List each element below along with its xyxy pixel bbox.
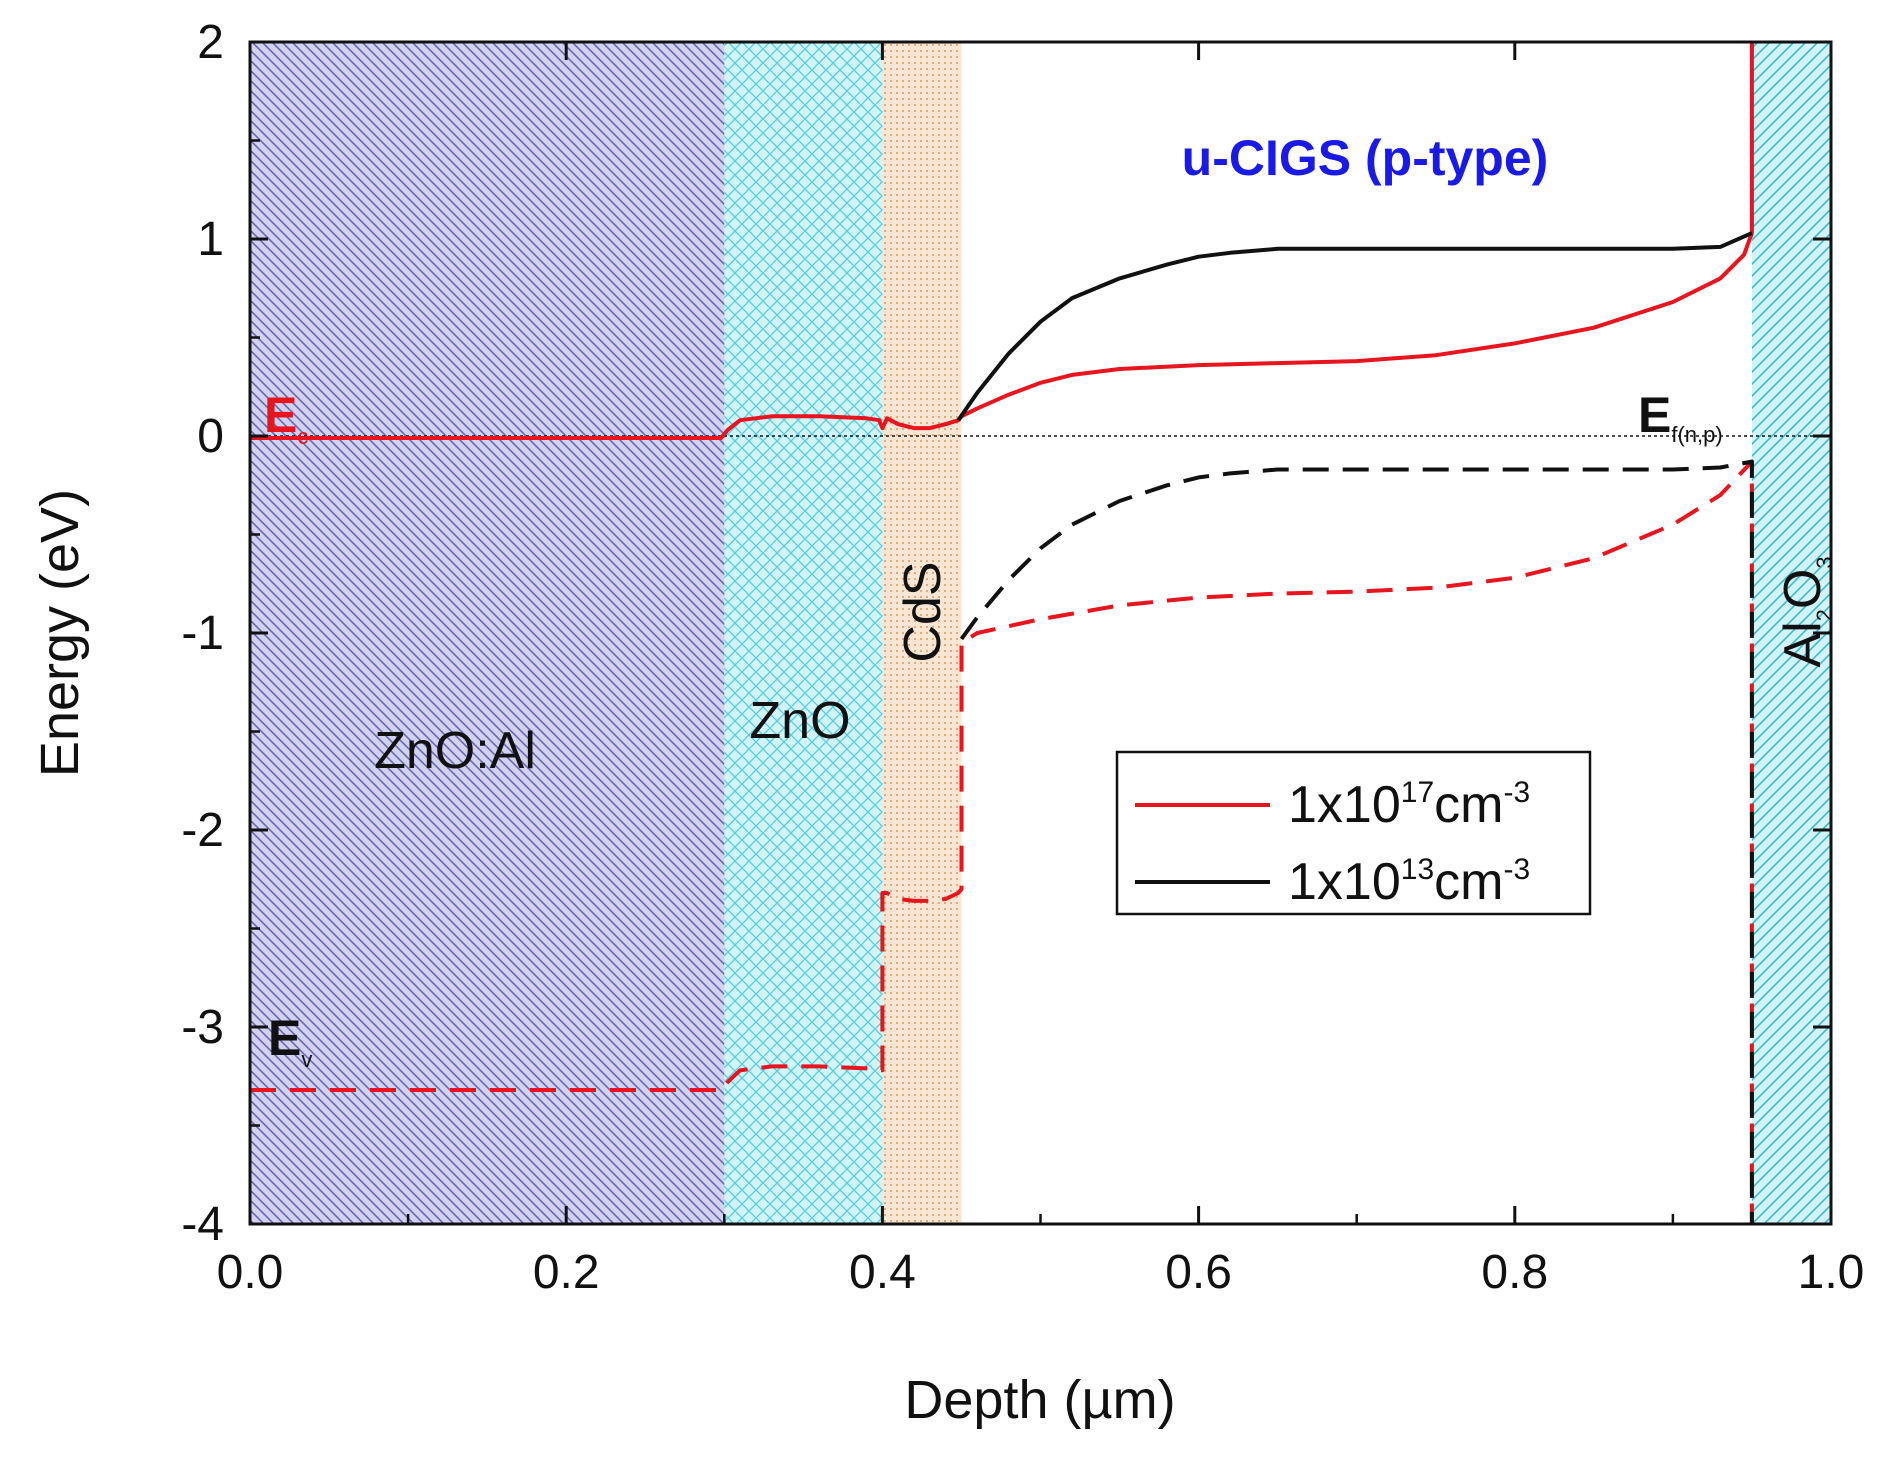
ev-label: Ev: [268, 1010, 312, 1072]
y-tick-label: -3: [181, 1001, 224, 1054]
x-tick-label: 0.4: [849, 1246, 916, 1299]
y-tick-label: 0: [197, 410, 224, 463]
x-tick-label: 0.2: [533, 1246, 600, 1299]
axis-ticks: 0.0 0.2 0.4 0.6 0.8 1.0 -4 -3 -2 -1 0 1 2: [181, 16, 1864, 1299]
y-tick-label: 1: [197, 213, 224, 266]
band-series-group: [250, 42, 1754, 1224]
al2o3-o: O: [1774, 569, 1832, 609]
series-2-ev-line: [250, 459, 1754, 1224]
y-tick-label: 2: [197, 16, 224, 69]
al2o3-sub-3: 3: [1812, 556, 1837, 568]
al2o3-al: Al: [1774, 621, 1832, 667]
y-tick-label: -4: [181, 1198, 224, 1251]
x-tick-label: 0.0: [217, 1246, 284, 1299]
region-label-cds: CdS: [894, 561, 952, 662]
x-tick-label: 1.0: [1798, 1246, 1865, 1299]
region-label-al2o3: Al2O3: [1774, 556, 1837, 667]
y-tick-label: -2: [181, 804, 224, 857]
layer-regions: [250, 42, 1831, 1224]
legend: 1x1017cm-3 1x1013cm-3: [1115, 750, 1592, 916]
region-label-zno: ZnO: [749, 692, 850, 750]
ev-label-main: E: [268, 1010, 301, 1066]
y-tick-label: -1: [181, 607, 224, 660]
ef-label-main: E: [1638, 387, 1671, 443]
ef-label-sub: f(n,p): [1671, 422, 1722, 447]
ev-label-sub: v: [301, 1047, 312, 1072]
al2o3-sub-2: 2: [1812, 609, 1837, 621]
y-axis-title: Energy (eV): [30, 489, 90, 777]
ec-label: Ec: [264, 387, 308, 449]
legend-label-1e13: 1x1013cm-3: [1288, 853, 1530, 911]
region-hatch-zno: [724, 42, 883, 1224]
region-hatch-zno-al: [250, 42, 725, 1224]
ec-label-sub: c: [297, 424, 308, 449]
region-hatch-cds: [882, 42, 962, 1224]
region-bg-u-cigs-p-type: [961, 42, 1752, 1224]
legend-box: [1115, 750, 1592, 916]
x-tick-label: 0.6: [1165, 1246, 1232, 1299]
series-0-ec-line: [250, 42, 1754, 440]
ec-label-main: E: [264, 387, 297, 443]
ef-label: Ef(n,p): [1638, 387, 1723, 447]
legend-label-1e17: 1x1017cm-3: [1288, 776, 1530, 834]
x-axis-title: Depth (µm): [904, 1370, 1175, 1430]
chart-title: u-CIGS (p-type): [1182, 130, 1549, 186]
series-3-ev-line: [959, 459, 1754, 1224]
x-tick-label: 0.8: [1481, 1246, 1548, 1299]
series-1-ec-line: [956, 231, 1753, 422]
region-label-znoal: ZnO:Al: [374, 722, 536, 780]
